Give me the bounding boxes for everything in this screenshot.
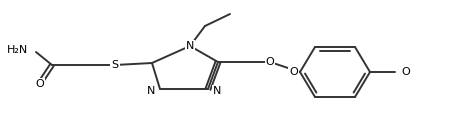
Text: H₂N: H₂N: [7, 45, 28, 55]
Text: O: O: [401, 67, 410, 77]
Text: N: N: [186, 41, 194, 51]
Text: O: O: [36, 79, 44, 89]
Text: O: O: [289, 67, 298, 77]
Text: O: O: [266, 57, 274, 67]
Text: S: S: [111, 60, 119, 70]
Text: N: N: [147, 86, 155, 96]
Text: N: N: [213, 86, 221, 96]
